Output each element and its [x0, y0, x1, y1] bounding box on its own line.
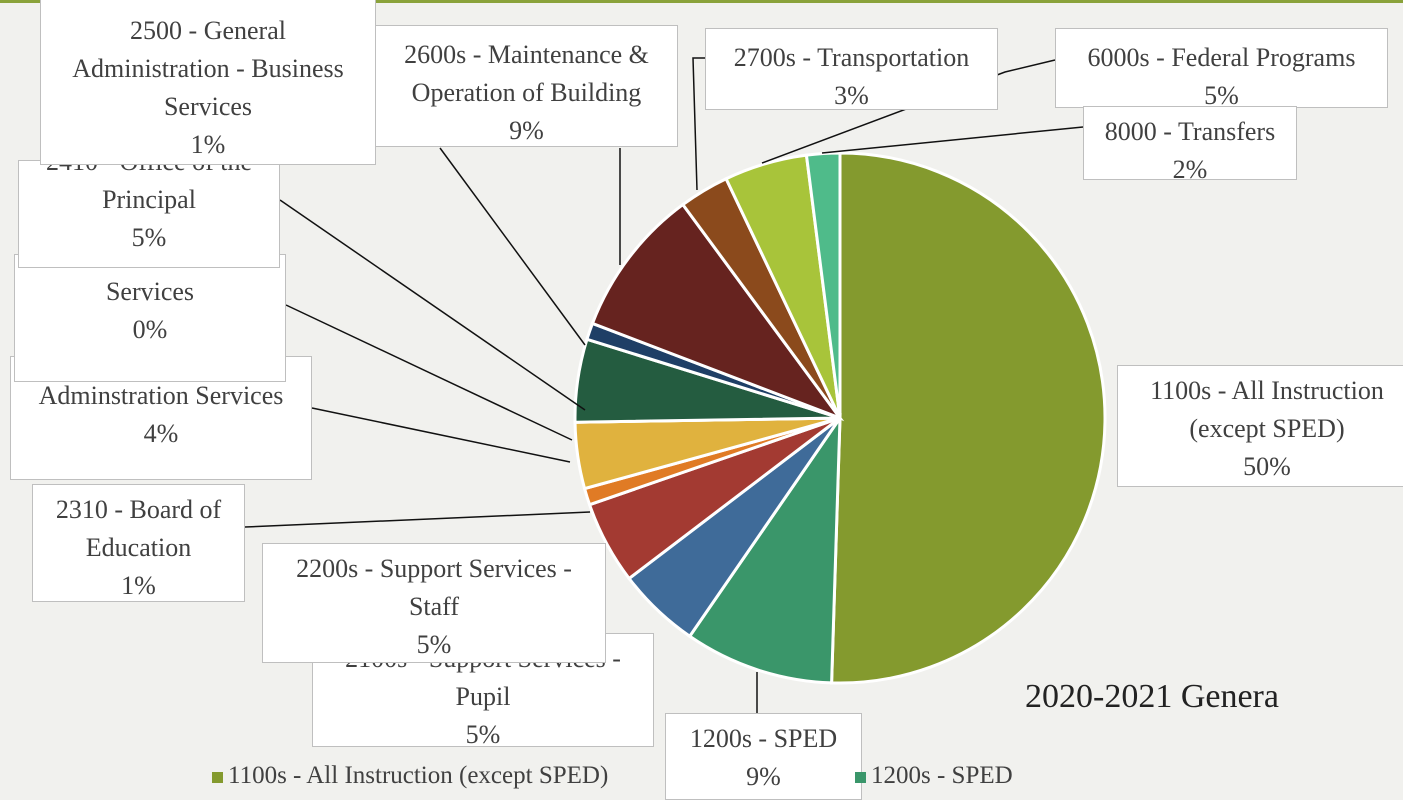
leader-line: [311, 407, 571, 463]
label-category: 2700s - Transportation: [733, 43, 970, 72]
chart-title: 2020-2021 Genera: [1025, 678, 1279, 715]
legend-swatch: [855, 772, 866, 783]
label-category: 2410 - Office of the Principal: [45, 160, 252, 214]
label-value: 5%: [465, 720, 501, 747]
label-value: 0%: [132, 315, 168, 344]
label-body: 2500 - General Administration - Business…: [49, 12, 367, 164]
label-value: 4%: [143, 419, 179, 448]
label-value: 9%: [509, 116, 544, 145]
legend-label: 1200s - SPED: [871, 762, 1013, 789]
data-label: 2310 - Board of Education 1%: [32, 484, 245, 602]
label-category: 1100s - All Instruction (except SPED): [1150, 376, 1384, 443]
legend-item: 1200s - SPED: [855, 762, 1013, 790]
pie-slice: [590, 202, 845, 422]
pie-slice: [687, 412, 842, 685]
leader-line: [821, 126, 1084, 154]
label-value: 9%: [746, 762, 781, 791]
leader-line: [279, 199, 586, 411]
label-value: 1%: [190, 130, 226, 159]
leader-line: [692, 57, 705, 191]
label-body: 2700s - Transportation 3%: [714, 39, 989, 110]
data-label: 1100s - All Instruction (except SPED) 50%: [1117, 365, 1403, 487]
data-label: 2700s - Transportation 3%: [705, 28, 998, 110]
label-body: 2410 - Office of the Principal 5%: [27, 160, 271, 257]
leader-line: [761, 59, 1056, 164]
data-label: 1200s - SPED 9%: [665, 713, 862, 800]
legend-swatch: [212, 772, 223, 783]
label-body: 8000 - Transfers 2%: [1092, 113, 1288, 180]
label-category: 2500 - General Administration - Business…: [72, 16, 344, 121]
label-body: 2310 - Board of Education 1%: [41, 491, 236, 601]
pie-slice: [830, 151, 1107, 685]
label-category: 8000 - Transfers: [1104, 117, 1276, 146]
data-label: 2410 - Office of the Principal 5%: [18, 160, 280, 268]
label-body: 1100s - All Instruction (except SPED) 50%: [1126, 372, 1403, 486]
label-body: 6000s - Federal Programs 5%: [1064, 39, 1379, 108]
label-category: 6000s - Federal Programs: [1087, 43, 1356, 72]
data-label: 8000 - Transfers 2%: [1083, 106, 1297, 180]
label-category: 1200s - SPED: [689, 724, 838, 753]
leader-line: [244, 511, 591, 528]
data-label: 2600s - Maintenance & Operation of Build…: [375, 25, 678, 147]
top-rule: [0, 0, 1403, 3]
label-category: 2200s - Support Services - Staff: [296, 554, 572, 621]
label-category: 2600s - Maintenance & Operation of Build…: [404, 40, 649, 107]
label-body: 2600s - Maintenance & Operation of Build…: [384, 36, 669, 146]
label-value: 1%: [121, 571, 156, 600]
label-value: 2%: [1172, 155, 1208, 180]
label-value: 50%: [1243, 452, 1291, 481]
label-body: 2200s - Support Services - Staff 5%: [271, 550, 597, 662]
data-label: 2500 - General Administration - Business…: [40, 0, 376, 165]
label-value: 3%: [834, 81, 869, 110]
data-label: 2200s - Support Services - Staff 5%: [262, 543, 606, 663]
leader-line: [285, 304, 573, 441]
label-body: 1200s - SPED 9%: [674, 720, 853, 796]
legend-label: 1100s - All Instruction (except SPED): [228, 762, 609, 789]
label-value: 5%: [1204, 81, 1239, 108]
data-label: 6000s - Federal Programs 5%: [1055, 28, 1388, 108]
label-value: 5%: [416, 630, 452, 659]
label-category: 2310 - Board of Education: [55, 495, 222, 562]
label-value: 5%: [131, 223, 167, 252]
leader-line: [439, 147, 586, 346]
legend-item: 1100s - All Instruction (except SPED): [212, 762, 608, 790]
